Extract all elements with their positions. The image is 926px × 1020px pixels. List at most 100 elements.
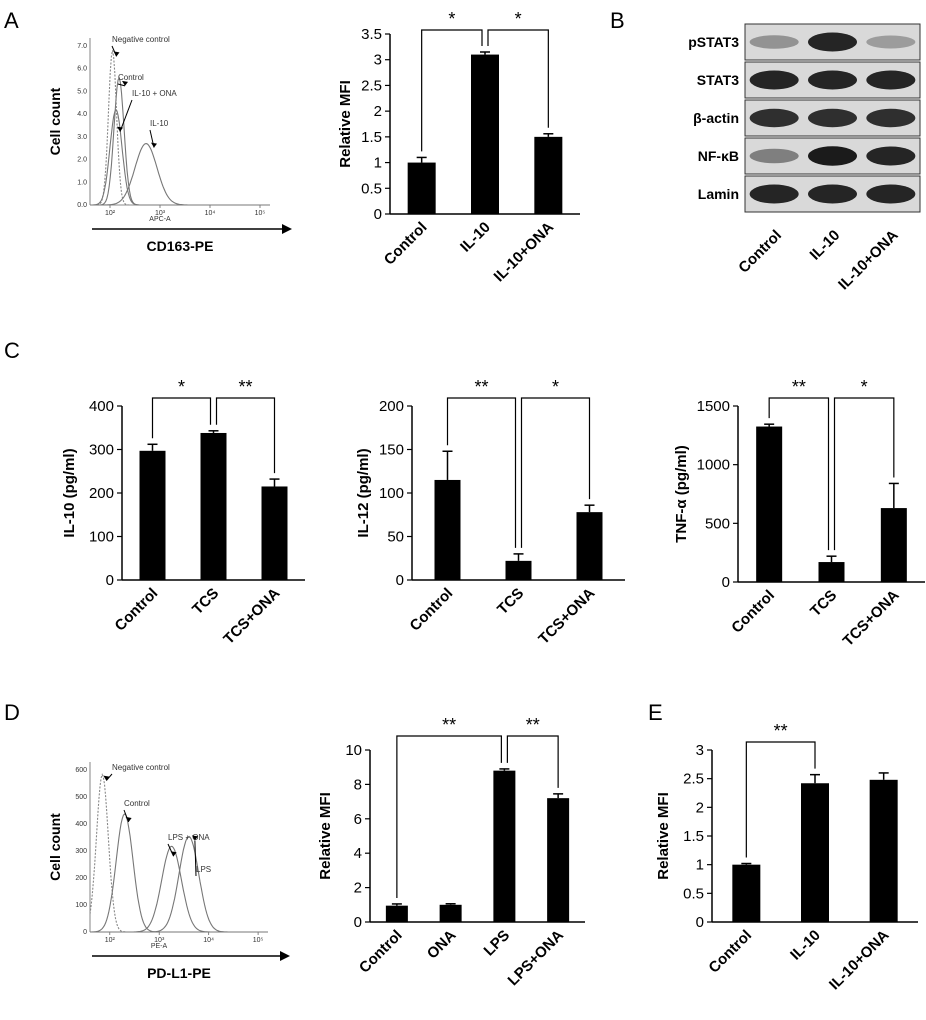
- category-label: Control: [407, 585, 457, 635]
- annotation-arrow: [117, 83, 126, 87]
- blot-row-label: NF-κB: [698, 148, 739, 164]
- bar: [434, 479, 461, 580]
- y-tick-label: 6: [354, 811, 362, 828]
- hist-inner-axis-label: PE-A: [151, 943, 168, 950]
- blot-band: [749, 108, 799, 128]
- hist-y-tick: 6.0: [77, 66, 87, 73]
- bar-chart-il10: 0 100 200 300 400 IL-10 (pg/ml) Control TCSTCS+…: [61, 377, 305, 648]
- hist-x-tick-label: 10⁴: [203, 937, 214, 944]
- significance-bracket: [487, 29, 549, 128]
- significance-label: *: [178, 377, 185, 397]
- arrow-head: [122, 80, 128, 86]
- blot-band: [866, 108, 916, 128]
- category-label: Control: [728, 587, 778, 637]
- hist-y-tick: 500: [75, 794, 87, 801]
- arrow-head: [170, 851, 177, 857]
- category-label: Control: [705, 927, 755, 977]
- annotation-arrow: [105, 773, 113, 781]
- annotation-label: Control: [118, 73, 144, 82]
- annotation-label: IL-10: [150, 119, 169, 128]
- y-tick-label: 100: [379, 485, 404, 502]
- y-tick-label: 1: [374, 155, 382, 172]
- blot-band: [808, 184, 857, 204]
- hist-x-label: CD163-PE: [147, 238, 214, 254]
- significance-label: **: [474, 377, 488, 397]
- blot-band: [808, 108, 857, 128]
- x-arrow-head: [280, 951, 290, 961]
- y-tick-label: 2: [354, 880, 362, 897]
- arrow-head: [125, 816, 132, 822]
- category-label: IL-10+ONA: [491, 219, 558, 286]
- significance-bracket: [151, 397, 212, 439]
- category-label: TCS+ONA: [220, 585, 283, 648]
- y-tick-label: 1.5: [683, 828, 704, 845]
- blot-column-label: IL-10: [807, 227, 844, 264]
- y-tick-label: 3.5: [361, 26, 382, 43]
- category-label: Control: [112, 585, 162, 635]
- hist-y-tick: 7.0: [77, 43, 87, 50]
- hist-x-label: PD-L1-PE: [147, 965, 211, 981]
- hist-y-tick: 3.0: [77, 134, 87, 141]
- annotation-arrow: [119, 99, 133, 132]
- y-tick-label: 3: [696, 742, 704, 759]
- hist-y-tick: 100: [75, 902, 87, 909]
- hist-inner-axis-label: APC-A: [149, 216, 171, 223]
- panel-label-b: B: [610, 8, 625, 33]
- hist-curve: [90, 76, 270, 206]
- hist-y-tick: 400: [75, 821, 87, 828]
- hist-x-tick-label: 10²: [105, 210, 116, 217]
- y-tick-label: 200: [379, 398, 404, 415]
- y-tick-label: 200: [89, 485, 114, 502]
- significance-bracket: [520, 397, 591, 548]
- y-tick-label: 150: [379, 442, 404, 459]
- hist-y-tick: 600: [75, 767, 87, 774]
- bar-chart-il12: 0 50 100 150 200 IL-12 (pg/ml) Control TCS TCS+O…: [355, 377, 625, 648]
- y-axis-label: Relative MFI: [317, 792, 334, 880]
- hist-x-tick-label: 10³: [155, 210, 166, 217]
- y-tick-label: 4: [354, 845, 362, 862]
- bar: [547, 798, 570, 922]
- hist-y-tick: 1.0: [77, 179, 87, 186]
- category-label: ONA: [424, 927, 460, 963]
- hist-x-tick-label: 10³: [154, 937, 165, 944]
- bar: [439, 904, 462, 922]
- hist-x-tick-label: 10⁴: [205, 210, 216, 217]
- y-axis-label: TNF-α (pg/ml): [673, 445, 690, 543]
- category-label: IL-10+ONA: [826, 927, 893, 994]
- hist-y-label: Cell count: [47, 813, 63, 881]
- hist-curve: [90, 143, 270, 206]
- blot-row-label: Lamin: [698, 186, 739, 202]
- bar-chart-e: 0 0.5 1 1.5 2 2.5 3 Relative MFI Control IL-10 IL-…: [655, 721, 918, 993]
- bar: [200, 432, 227, 580]
- bar: [493, 770, 516, 922]
- significance-bracket: [768, 397, 830, 551]
- y-tick-label: 0: [106, 572, 114, 589]
- bar: [801, 783, 829, 922]
- y-tick-label: 500: [705, 515, 730, 532]
- significance-label: *: [448, 9, 455, 29]
- y-tick-label: 2: [374, 103, 382, 120]
- blot-column-label: Control: [735, 227, 785, 277]
- significance-label: **: [442, 715, 456, 735]
- bar: [505, 560, 532, 580]
- y-axis-label: IL-12 (pg/ml): [355, 448, 372, 537]
- significance-bracket: [396, 735, 502, 898]
- y-tick-label: 10: [345, 742, 362, 759]
- y-axis-label: IL-10 (pg/ml): [61, 448, 78, 537]
- significance-label: **: [526, 715, 540, 735]
- bar: [756, 426, 783, 582]
- category-label: Control: [381, 219, 431, 269]
- significance-label: *: [515, 9, 522, 29]
- western-blot: pSTAT3 STAT3 β-actin NF-κB Lamin Control IL-10…: [688, 23, 921, 293]
- y-axis-label: Relative MFI: [337, 80, 354, 168]
- bar: [261, 486, 288, 580]
- significance-bracket: [745, 741, 816, 858]
- annotation-label: Negative control: [112, 35, 170, 44]
- y-tick-label: 100: [89, 529, 114, 546]
- significance-label: *: [861, 377, 868, 397]
- blot-band: [866, 146, 916, 166]
- annotation-label: IL-10 + ONA: [132, 89, 177, 98]
- histogram-cd163: 0.0 1.0 2.0 3.0 4.0 5.0 6.0 7.0 10² 10³ 10⁴ 10⁵ APC-…: [47, 35, 292, 254]
- annotation-arrow: [194, 840, 197, 877]
